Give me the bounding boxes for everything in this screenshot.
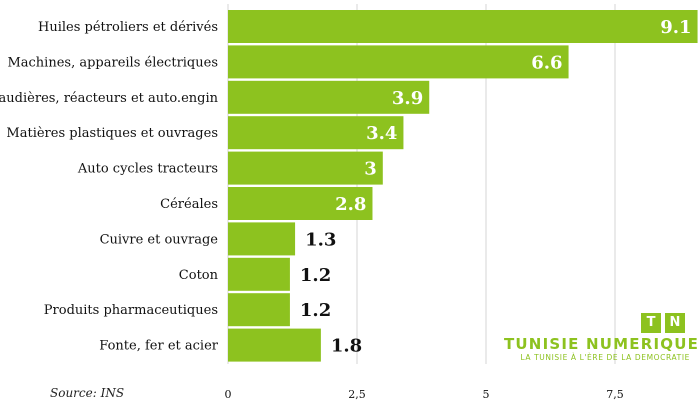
value-label: 6.6 bbox=[531, 52, 562, 73]
bar bbox=[228, 328, 321, 362]
bar bbox=[228, 222, 296, 256]
category-label: Fonte, fer et acier bbox=[99, 339, 218, 354]
x-tick-label: 7,5 bbox=[606, 388, 624, 401]
value-label: 9.1 bbox=[660, 17, 691, 38]
category-label: Machines, appareils électriques bbox=[7, 55, 218, 70]
bar bbox=[228, 10, 698, 43]
category-label: Cuivre et ouvrage bbox=[100, 232, 219, 247]
value-label: 3.4 bbox=[366, 123, 397, 144]
value-label: 1.2 bbox=[300, 300, 331, 321]
x-tick-label: 5 bbox=[483, 388, 490, 401]
x-tick-label: 0 bbox=[225, 388, 232, 401]
value-label: 3 bbox=[364, 159, 377, 180]
value-labels: 9.16.63.93.432.81.31.21.21.8 bbox=[300, 17, 692, 357]
category-label: Céréales bbox=[160, 197, 218, 212]
logo-n-box: N bbox=[665, 313, 685, 333]
logo-tagline: LA TUNISIE À L'ÈRE DE LA DEMOCRATIE bbox=[520, 353, 690, 362]
category-label: Matières plastiques et ouvrages bbox=[6, 126, 218, 141]
category-label: Produits pharmaceutiques bbox=[44, 303, 218, 318]
bar bbox=[228, 293, 290, 327]
x-tick-labels: 0 2,5 5 7,5 bbox=[225, 388, 624, 401]
logo-t-box: T bbox=[641, 313, 661, 333]
source-note: Source: INS bbox=[50, 386, 124, 400]
tunisie-numerique-logo: T N TUNISIE NUMERIQUE LA TUNISIE À L'ÈRE… bbox=[504, 313, 700, 373]
category-label: Auto cycles tracteurs bbox=[77, 162, 218, 177]
bar bbox=[228, 187, 373, 220]
bar bbox=[228, 116, 404, 150]
value-label: 3.9 bbox=[392, 88, 423, 109]
bar bbox=[228, 80, 430, 114]
logo-name: TUNISIE NUMERIQUE bbox=[504, 335, 700, 353]
value-label: 1.3 bbox=[305, 229, 336, 250]
bar bbox=[228, 257, 290, 291]
x-tick-label: 2,5 bbox=[348, 388, 366, 401]
value-label: 2.8 bbox=[335, 194, 366, 215]
bars bbox=[228, 10, 698, 362]
bar bbox=[228, 45, 569, 79]
category-labels: Huiles pétroliers et dérivés Machines, ap… bbox=[0, 20, 219, 354]
category-label: Coton bbox=[179, 268, 219, 283]
bar bbox=[228, 151, 383, 185]
value-label: 1.8 bbox=[331, 336, 362, 357]
category-label: Chaudières, réacteurs et auto.engin bbox=[0, 91, 219, 106]
value-label: 1.2 bbox=[300, 265, 331, 286]
category-label: Huiles pétroliers et dérivés bbox=[38, 20, 218, 35]
